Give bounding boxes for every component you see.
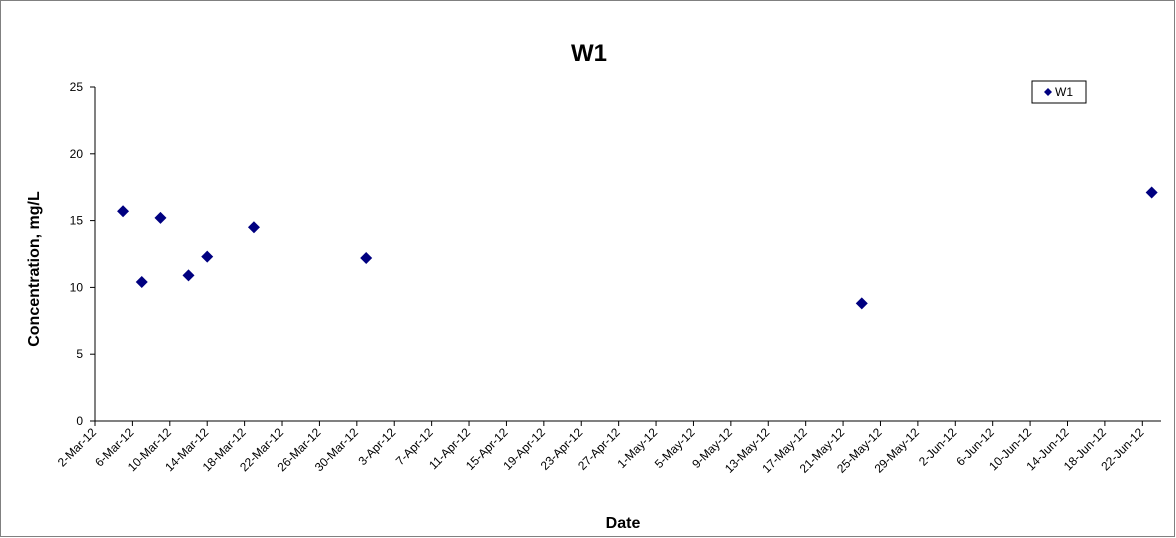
legend-label-w1: W1 xyxy=(1055,85,1073,99)
data-point xyxy=(154,211,167,224)
y-tick-label: 5 xyxy=(76,347,83,361)
legend: W1 xyxy=(1031,80,1087,104)
chart-title: W1 xyxy=(571,40,607,67)
data-point xyxy=(182,269,195,282)
data-point xyxy=(855,297,868,310)
x-axis: 2-Mar-126-Mar-1210-Mar-1214-Mar-1218-Mar… xyxy=(55,420,1161,476)
x-tick-label: 2-Jun-12 xyxy=(916,425,960,469)
y-tick-label: 10 xyxy=(70,280,84,294)
legend-marker-w1 xyxy=(1044,88,1052,96)
data-point xyxy=(247,221,260,234)
x-tick-label: 2-Mar-12 xyxy=(55,425,100,470)
x-tick-label: 3-Apr-12 xyxy=(355,425,398,468)
data-point xyxy=(1145,186,1158,199)
data-point xyxy=(117,205,130,218)
y-axis-title: Concentration, mg/L xyxy=(26,191,43,347)
data-point xyxy=(360,252,373,265)
data-point xyxy=(201,250,214,263)
y-tick-label: 15 xyxy=(70,214,84,228)
y-tick-label: 20 xyxy=(70,147,84,161)
y-tick-label: 25 xyxy=(70,80,84,94)
y-axis: 0 5 10 15 20 25 xyxy=(70,80,96,428)
x-axis-title: Date xyxy=(606,515,641,532)
data-points xyxy=(117,186,1158,310)
y-tick-label: 0 xyxy=(76,414,83,428)
data-point xyxy=(135,276,148,289)
legend-box xyxy=(1031,80,1087,104)
